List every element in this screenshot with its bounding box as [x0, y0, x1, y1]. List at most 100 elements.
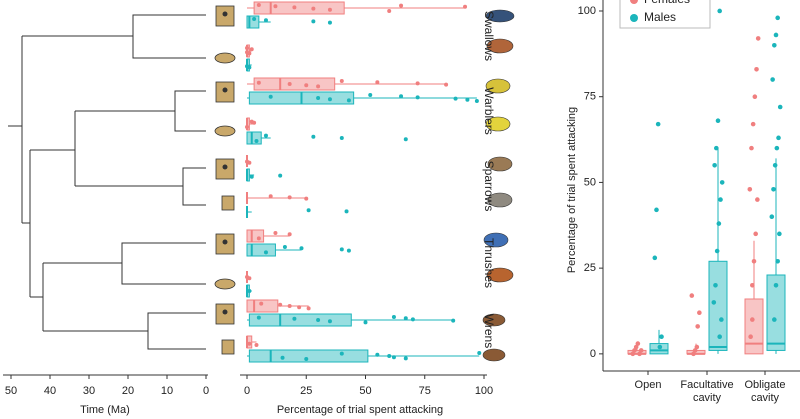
point: [630, 351, 636, 357]
point: [717, 8, 722, 14]
point: [375, 352, 380, 357]
point: [632, 348, 637, 353]
box: [246, 299, 279, 313]
point: [415, 95, 420, 100]
point: [387, 354, 392, 358]
x-tick-label: 50: [5, 385, 17, 397]
point: [299, 246, 304, 251]
point: [252, 17, 257, 21]
x-tick-label: 20: [122, 385, 134, 397]
point: [691, 351, 696, 357]
nest-icons: [214, 5, 236, 355]
point: [773, 282, 779, 288]
point: [752, 94, 758, 100]
point: [256, 3, 261, 7]
point: [694, 344, 700, 350]
point: [772, 42, 777, 48]
point: [451, 318, 456, 323]
bird-icon: [483, 232, 509, 248]
point: [344, 209, 349, 214]
point: [403, 356, 408, 361]
point: [712, 162, 717, 168]
legend-label: Females: [644, 0, 690, 6]
point: [287, 304, 292, 308]
bird-icon: [487, 156, 513, 172]
point: [465, 97, 470, 102]
point: [287, 82, 292, 86]
point: [346, 98, 351, 103]
group-label: Swallows: [482, 11, 496, 61]
point: [304, 357, 309, 361]
point: [339, 79, 344, 83]
point: [263, 18, 268, 23]
point: [292, 5, 297, 10]
box: [246, 229, 265, 243]
point: [268, 94, 273, 99]
point: [391, 315, 396, 319]
point: [755, 197, 760, 202]
x-tick-label: 30: [83, 385, 95, 397]
point: [368, 93, 373, 97]
point: [247, 289, 252, 293]
point: [399, 3, 404, 8]
point: [772, 317, 777, 322]
point: [775, 15, 780, 21]
x-tick-label: 10: [161, 385, 173, 397]
y-tick-label: 50: [584, 176, 596, 188]
point: [304, 83, 309, 88]
group-label: Sparrows: [482, 161, 496, 212]
point: [477, 351, 482, 355]
point: [463, 4, 468, 9]
point: [717, 334, 722, 340]
point: [259, 301, 264, 306]
cavity-icon: [221, 195, 235, 211]
point: [771, 186, 776, 192]
point: [751, 258, 757, 264]
point: [245, 46, 249, 50]
point: [304, 196, 309, 201]
group-label: Wrens: [482, 314, 496, 348]
point: [339, 351, 344, 356]
point: [311, 19, 316, 24]
point: [327, 20, 332, 25]
nest-icon: [214, 52, 236, 64]
point: [247, 65, 252, 70]
point: [252, 120, 257, 125]
point: [339, 136, 344, 140]
thrush-wren-clade: [30, 242, 206, 350]
bird-icon: [487, 192, 513, 208]
point: [652, 255, 658, 261]
point: [247, 160, 252, 165]
legend-box: [619, 0, 711, 29]
point: [316, 318, 321, 322]
point: [695, 324, 700, 329]
point: [245, 125, 249, 129]
box: [248, 313, 352, 327]
point: [415, 81, 420, 86]
box: [246, 15, 260, 29]
point: [716, 221, 722, 226]
swallows-clade: [22, 14, 206, 59]
point: [346, 248, 351, 253]
point: [403, 316, 408, 321]
point: [719, 317, 724, 322]
point: [748, 334, 753, 340]
y-tick-label: 0: [590, 348, 596, 360]
point: [747, 186, 753, 192]
x-tick-label: 40: [44, 385, 56, 397]
point: [292, 316, 297, 321]
point: [263, 250, 268, 255]
point: [711, 300, 717, 305]
root: [8, 36, 31, 297]
point: [316, 84, 321, 89]
bird-icon: [486, 267, 514, 283]
box: [766, 274, 786, 351]
point: [474, 99, 479, 103]
point: [654, 207, 659, 213]
point: [692, 348, 698, 353]
point: [749, 145, 754, 151]
point: [306, 208, 311, 213]
point: [256, 80, 261, 85]
point: [256, 315, 261, 320]
